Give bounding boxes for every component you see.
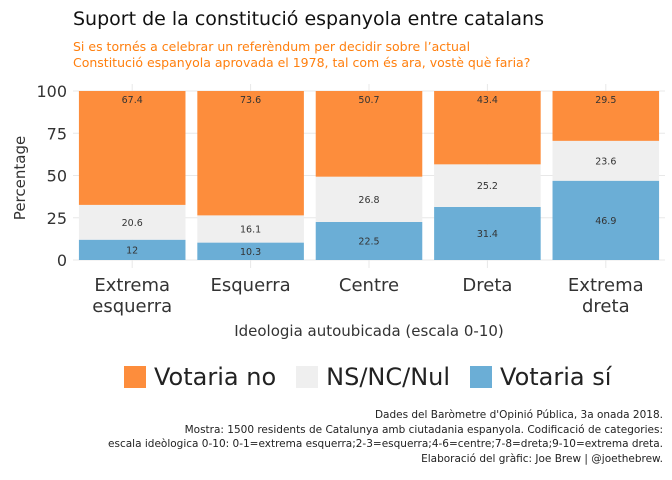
bar-segment — [315, 91, 423, 177]
y-tick-label: 75 — [47, 124, 67, 143]
x-tick-label: Esquerra — [211, 275, 291, 296]
caption-line: escala ideòlogica 0-10: 0-1=extrema esqu… — [108, 438, 663, 450]
legend-label: NS/NC/Nul — [326, 363, 451, 391]
bar-segment — [197, 91, 304, 216]
chart-title: Suport de la constitució espanyola entre… — [73, 8, 544, 30]
data-label: 46.9 — [595, 216, 616, 227]
data-label: 67.4 — [122, 95, 143, 106]
legend-label: Votaria no — [154, 363, 277, 391]
legend: Votaria no NS/NC/Nul Votaria sí — [124, 363, 631, 391]
bar-segment — [434, 206, 541, 260]
bar-segment — [78, 239, 186, 260]
y-tick-label: 25 — [47, 209, 67, 228]
bar-segment — [434, 91, 541, 165]
legend-swatch — [470, 366, 493, 388]
chart-subtitle: Si es tornés a celebrar un referèndum pe… — [73, 39, 531, 70]
caption: Dades del Baròmetre d'Opinió Pública, 3a… — [108, 408, 663, 466]
legend-swatch — [296, 366, 319, 388]
y-axis-label: Percentage — [11, 136, 29, 220]
data-label: 23.6 — [595, 156, 616, 167]
bar-segment — [434, 164, 541, 207]
legend-label: Votaria sí — [500, 363, 612, 391]
data-label: 10.3 — [240, 247, 261, 258]
bar-segment — [552, 140, 660, 181]
x-tick-label: Extrema esquerra — [92, 275, 172, 317]
x-tick-label: Extrema dreta — [568, 275, 644, 317]
legend-swatch — [124, 366, 146, 388]
bar-segment — [197, 242, 304, 260]
caption-line: Mostra: 1500 residents de Catalunya amb … — [184, 423, 663, 436]
bar-segment — [78, 204, 186, 240]
bar-segment — [78, 91, 186, 205]
data-label: 73.6 — [240, 95, 261, 106]
data-label: 29.5 — [595, 95, 616, 106]
data-label: 50.7 — [358, 95, 379, 106]
bar-segment — [552, 91, 660, 141]
legend-item: NS/NC/Nul — [296, 363, 450, 391]
y-tick-label: 50 — [47, 167, 67, 186]
data-label: 16.1 — [240, 224, 261, 235]
x-axis-label: Ideologia autoubicada (escala 0-10) — [234, 322, 504, 340]
legend-item: Votaria no — [124, 363, 276, 391]
caption-line: Elaboració del gràfic: Joe Brew | @joeth… — [421, 452, 663, 465]
y-tick-label: 100 — [36, 82, 67, 101]
bar-segment — [315, 221, 423, 260]
data-label: 20.6 — [122, 218, 143, 229]
data-label: 43.4 — [477, 95, 498, 106]
caption-line: Dades del Baròmetre d'Opinió Pública, 3a… — [374, 409, 663, 421]
x-tick-label: Centre — [339, 275, 399, 296]
bar-segment — [552, 180, 660, 260]
data-label: 31.4 — [477, 229, 498, 240]
data-label: 12 — [126, 245, 138, 256]
y-tick-label: 0 — [57, 251, 67, 270]
data-label: 26.8 — [358, 195, 379, 206]
bar-segment — [315, 176, 423, 222]
x-tick-label: Dreta — [462, 275, 512, 296]
legend-item: Votaria sí — [470, 363, 611, 391]
data-label: 25.2 — [477, 181, 498, 192]
data-label: 22.5 — [358, 236, 379, 247]
bar-segment — [197, 215, 304, 243]
